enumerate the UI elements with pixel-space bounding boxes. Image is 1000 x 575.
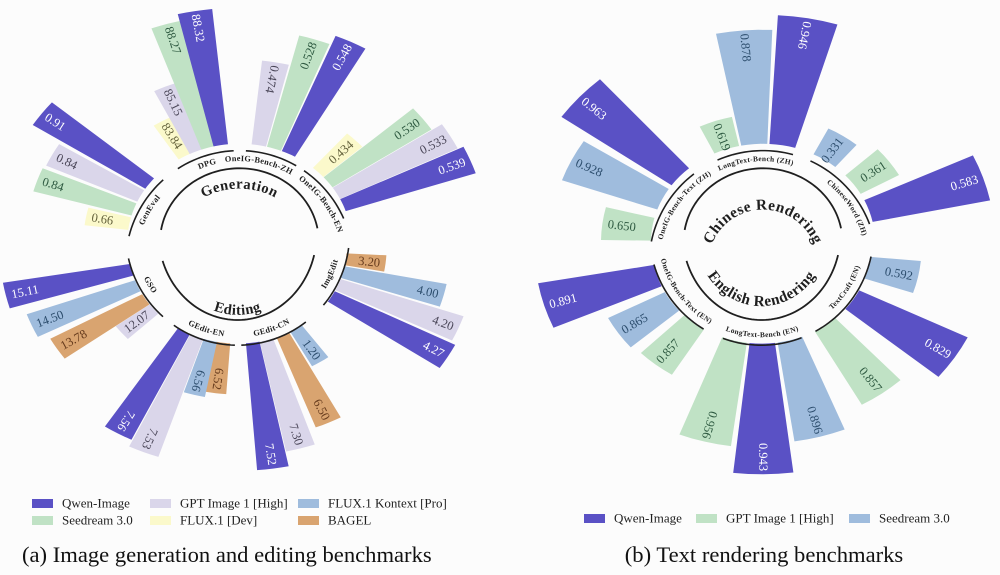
svg-text:Seedream 3.0: Seedream 3.0: [879, 511, 950, 526]
svg-text:4.00: 4.00: [415, 282, 439, 301]
svg-text:Qwen-Image: Qwen-Image: [62, 496, 130, 511]
svg-text:0.592: 0.592: [884, 264, 914, 283]
svg-text:GPT Image 1 [High]: GPT Image 1 [High]: [726, 511, 834, 526]
svg-text:Editing: Editing: [212, 299, 263, 319]
svg-text:0.946: 0.946: [795, 20, 814, 50]
svg-text:0.84: 0.84: [41, 175, 67, 195]
svg-text:Qwen-Image: Qwen-Image: [614, 511, 682, 526]
svg-text:6.56: 6.56: [189, 368, 209, 393]
svg-text:15.11: 15.11: [10, 282, 40, 301]
svg-text:(a) Image generation and editi: (a) Image generation and editing benchma…: [22, 542, 432, 567]
svg-text:3.20: 3.20: [358, 254, 381, 270]
svg-text:0.650: 0.650: [607, 217, 637, 234]
svg-text:GPT Image 1 [High]: GPT Image 1 [High]: [180, 496, 288, 511]
svg-text:7.52: 7.52: [262, 442, 279, 466]
svg-text:0.891: 0.891: [548, 291, 579, 312]
svg-text:6.52: 6.52: [209, 367, 226, 391]
svg-text:Seedream 3.0: Seedream 3.0: [62, 513, 133, 528]
svg-text:0.943: 0.943: [756, 443, 770, 471]
svg-text:88.32: 88.32: [189, 13, 208, 43]
svg-text:0.474: 0.474: [262, 64, 281, 95]
svg-text:BAGEL: BAGEL: [328, 513, 371, 528]
svg-text:0.878: 0.878: [737, 33, 753, 62]
svg-text:FLUX.1 [Dev]: FLUX.1 [Dev]: [180, 513, 257, 528]
svg-text:(b) Text rendering benchmarks: (b) Text rendering benchmarks: [625, 542, 903, 567]
svg-text:FLUX.1 Kontext [Pro]: FLUX.1 Kontext [Pro]: [328, 496, 447, 511]
svg-text:0.66: 0.66: [90, 210, 114, 227]
svg-text:7.30: 7.30: [286, 422, 306, 447]
